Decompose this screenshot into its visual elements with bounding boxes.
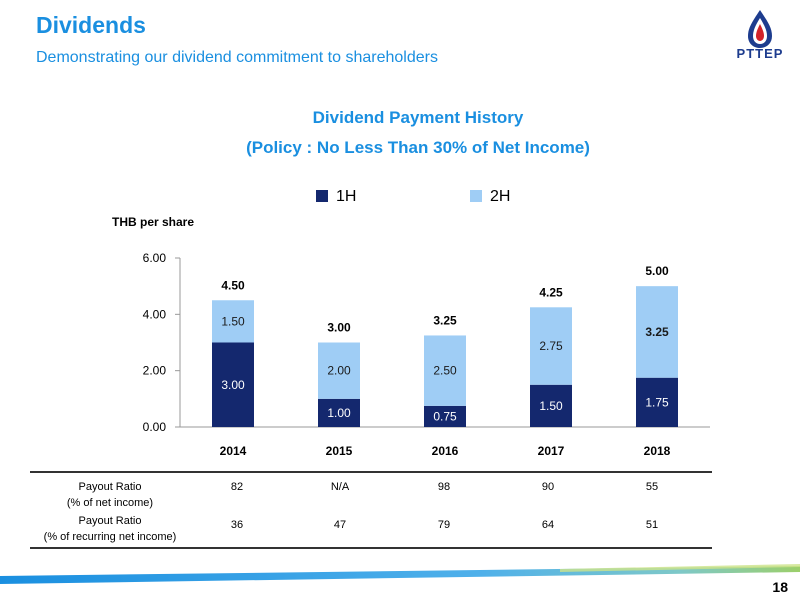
table-cell: 55 (645, 481, 659, 493)
bar-2h-2014 (212, 300, 254, 343)
bar-value-label: 1.50 (221, 314, 245, 328)
bar-2h-2017 (530, 307, 572, 385)
decorative-wave-band (0, 564, 800, 584)
bar-value-label: 1.75 (645, 395, 669, 409)
table-cell: 64 (541, 519, 555, 531)
y-tick-label: 4.00 (143, 307, 167, 321)
table-top-rule (30, 471, 712, 473)
y-tick-label: 2.00 (143, 364, 167, 378)
legend-item-2h: 2H (470, 188, 510, 206)
row-label-line: Payout Ratio (78, 515, 142, 527)
legend-swatch-1h (316, 190, 328, 202)
bar-1h-2014 (212, 342, 254, 427)
row-label-line: (% of recurring net income) (43, 531, 177, 543)
table-cell: 51 (645, 519, 659, 531)
table-cell: 98 (437, 481, 451, 493)
page-title: Dividends (36, 12, 146, 38)
row-label: Payout Ratio (% of recurring net income) (30, 513, 190, 545)
bar-2h-2015 (318, 342, 360, 399)
legend-label-1h: 1H (336, 188, 357, 205)
bar-total-label: 5.00 (645, 264, 669, 278)
row-label: Payout Ratio (% of net income) (30, 479, 190, 511)
x-tick-label: 2017 (538, 444, 565, 458)
bar-1h-2018 (636, 377, 678, 427)
y-tick-label: 6.00 (143, 251, 167, 265)
bar-total-label: 3.25 (433, 313, 457, 327)
legend-item-1h: 1H (316, 188, 356, 206)
bar-2h-2016 (424, 335, 466, 406)
bar-value-label: 2.00 (327, 364, 351, 378)
bar-1h-2017 (530, 384, 572, 427)
pttep-logo-icon (748, 10, 772, 48)
y-tick-label: 0.00 (143, 420, 167, 434)
bar-value-label: 3.00 (221, 378, 245, 392)
logo-text: PTTEP (736, 46, 784, 61)
bar-total-label: 4.25 (539, 285, 563, 299)
bar-total-label: 4.50 (221, 278, 245, 292)
x-tick-label: 2018 (644, 444, 671, 458)
page-number: 18 (772, 579, 788, 595)
table-cell: N/A (330, 481, 350, 493)
table-cell: 82 (230, 481, 244, 493)
y-axis-unit-label: THB per share (112, 215, 195, 229)
x-tick-label: 2015 (326, 444, 353, 458)
bar-value-label: 1.50 (539, 399, 563, 413)
table-cell: 47 (333, 519, 347, 531)
table-cell: 36 (230, 519, 244, 531)
x-tick-label: 2016 (432, 444, 459, 458)
bar-value-label: 1.00 (327, 406, 351, 420)
bar-value-label: 0.75 (433, 409, 457, 423)
row-label-line: (% of net income) (66, 497, 154, 509)
x-tick-label: 2014 (220, 444, 247, 458)
chart-subtitle: (Policy : No Less Than 30% of Net Income… (246, 138, 590, 157)
bar-1h-2015 (318, 398, 360, 427)
legend-swatch-2h (470, 190, 482, 202)
chart-title: Dividend Payment History (312, 108, 524, 127)
bar-total-label: 3.00 (327, 321, 351, 335)
table-bottom-rule (30, 547, 712, 549)
bar-value-label: 2.75 (539, 339, 563, 353)
legend-label-2h: 2H (490, 188, 511, 205)
bar-value-label: 3.25 (645, 325, 669, 339)
table-cell: 90 (541, 481, 555, 493)
page-subtitle: Demonstrating our dividend commitment to… (36, 49, 438, 66)
bar-2h-2018 (636, 286, 678, 378)
table-cell: 79 (437, 519, 451, 531)
row-label-line: Payout Ratio (78, 481, 142, 493)
bar-value-label: 2.50 (433, 364, 457, 378)
dividend-bar-chart: 0.00 2.00 4.00 6.00 3.00 1.50 4.50 2014 1.00 2.00… (143, 251, 710, 458)
bar-1h-2016 (424, 405, 466, 427)
